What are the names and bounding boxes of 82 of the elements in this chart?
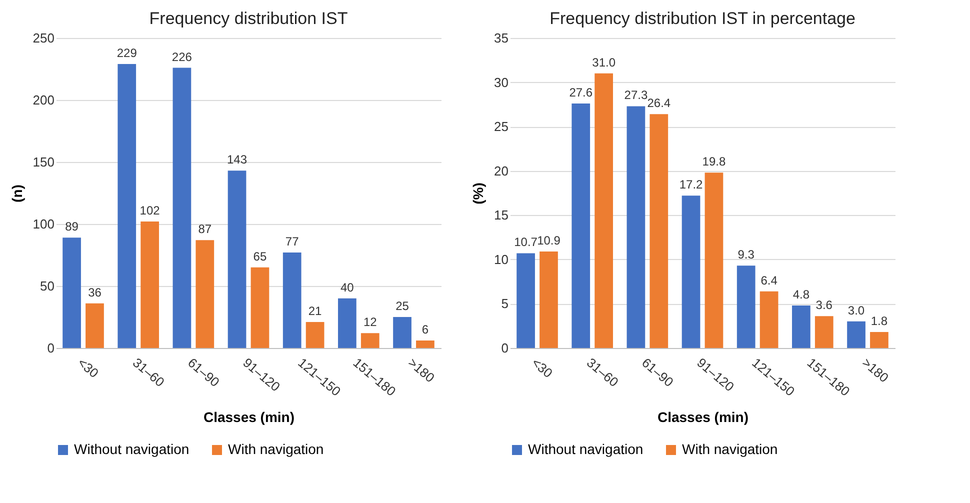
data-label: 12	[363, 315, 378, 330]
bar	[228, 170, 246, 348]
legend-label: Without navigation	[74, 441, 190, 457]
data-label: 10.7	[514, 235, 538, 250]
chart-title: Frequency distribution IST in percentage	[550, 9, 856, 28]
bar	[416, 340, 434, 348]
bar	[572, 104, 590, 348]
data-label: 40	[340, 280, 354, 294]
bar	[338, 298, 356, 348]
data-label: 19.8	[702, 154, 726, 169]
bar	[516, 253, 535, 348]
bar	[118, 64, 136, 348]
bar	[650, 114, 668, 348]
data-label: 89	[65, 220, 79, 234]
bar	[760, 291, 778, 348]
data-label: 226	[172, 50, 192, 64]
y-axis-title: (n)	[8, 184, 25, 202]
data-label: 3.6	[816, 298, 833, 312]
y-tick-label: 35	[494, 30, 508, 46]
data-label: 87	[198, 222, 212, 236]
data-label: 6.4	[760, 273, 778, 288]
y-tick-label: 5	[501, 296, 508, 312]
bar	[870, 332, 888, 348]
data-label: 3.0	[848, 303, 865, 318]
y-tick-label: 50	[40, 278, 54, 294]
bar	[736, 266, 756, 348]
y-tick-label: 15	[494, 208, 508, 223]
data-label: 1.8	[870, 314, 888, 328]
bar	[814, 316, 834, 348]
bar	[282, 252, 302, 348]
bar	[540, 251, 558, 348]
data-label: 143	[227, 152, 248, 167]
data-label: 65	[253, 249, 267, 264]
bar	[393, 317, 412, 348]
bar	[360, 333, 380, 348]
x-axis-title: Classes (min)	[203, 408, 295, 425]
bar	[682, 196, 700, 348]
data-label: 31.0	[592, 55, 616, 70]
y-tick-label: 0	[501, 340, 508, 356]
x-tick-label: <30	[528, 354, 556, 381]
bar	[250, 267, 270, 348]
y-tick-label: 200	[32, 92, 54, 108]
data-label: 27.6	[569, 86, 593, 100]
data-label: 36	[88, 285, 102, 300]
data-label: 17.2	[679, 178, 704, 192]
legend-label: Without navigation	[528, 441, 644, 457]
legend-label: With navigation	[228, 441, 324, 457]
data-label: 25	[396, 299, 410, 313]
data-label: 77	[285, 234, 300, 249]
y-tick-label: 30	[494, 74, 508, 90]
data-label: 9.3	[738, 248, 755, 262]
bar	[704, 172, 724, 348]
bar	[86, 303, 104, 348]
bar	[140, 222, 159, 348]
bar	[847, 321, 866, 348]
legend-label: With navigation	[682, 441, 778, 457]
y-axis-title: (%)	[470, 182, 486, 204]
y-tick-label: 100	[32, 216, 54, 232]
bar	[62, 238, 81, 348]
y-tick-label: 20	[494, 163, 508, 178]
data-label: 6	[422, 322, 429, 337]
data-label: 229	[116, 46, 138, 60]
bar	[196, 240, 214, 348]
y-tick-label: 150	[32, 154, 54, 170]
y-tick-label: 10	[494, 252, 508, 267]
chart-title: Frequency distribution IST	[149, 9, 348, 28]
data-label: 4.8	[792, 287, 810, 302]
bar	[626, 106, 646, 348]
bar	[306, 322, 324, 348]
data-label: 26.4	[647, 96, 671, 110]
data-label: 27.3	[624, 88, 648, 102]
y-tick-label: 25	[494, 119, 508, 134]
x-tick-label: <30	[74, 354, 102, 381]
data-label: 10.9	[537, 233, 561, 248]
y-tick-label: 0	[47, 340, 54, 356]
data-label: 21	[308, 304, 322, 318]
bar	[172, 68, 192, 348]
bar	[594, 73, 613, 348]
y-tick-label: 250	[32, 30, 54, 46]
data-label: 102	[140, 204, 160, 218]
x-axis-title: Classes (min)	[657, 408, 749, 425]
bar	[792, 305, 810, 348]
